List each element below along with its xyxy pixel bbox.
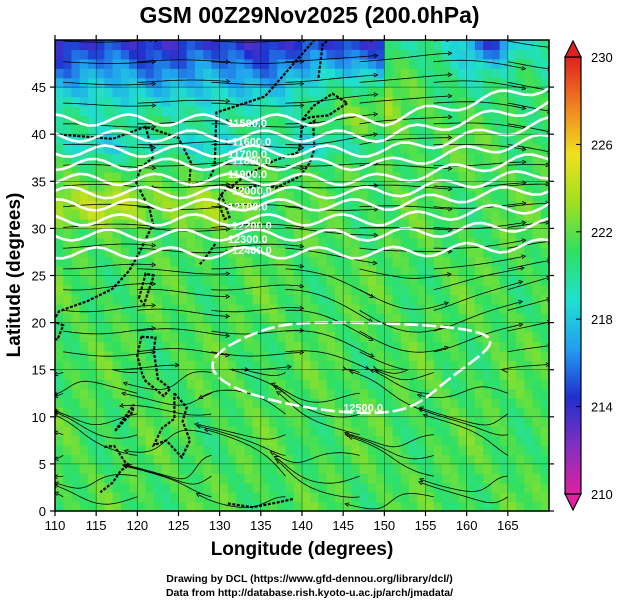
contour-label: 11900.0 bbox=[228, 169, 267, 181]
colorbar-tick-label: 214 bbox=[591, 400, 613, 415]
colorbar-max-arrow bbox=[564, 39, 582, 58]
y-tick-label: 30 bbox=[32, 221, 46, 236]
colorbar-tick-label: 230 bbox=[591, 50, 613, 65]
y-tick-label: 40 bbox=[32, 127, 46, 142]
temperature-field bbox=[55, 40, 550, 512]
contour-label: 12000.0 bbox=[232, 186, 272, 198]
x-tick-label: 145 bbox=[332, 518, 354, 533]
contour-label: 11500.0 bbox=[228, 118, 267, 130]
y-tick-label: 5 bbox=[39, 457, 46, 472]
contour-label: 11600.0 bbox=[232, 136, 271, 148]
wind-streamlines bbox=[55, 40, 549, 510]
credit-dcl: Drawing by DCL (https://www.gfd-dennou.o… bbox=[166, 573, 453, 585]
x-tick-label: 120 bbox=[126, 518, 148, 533]
colorbar-tick-label: 226 bbox=[591, 137, 613, 152]
contour-label: 12100.0 bbox=[228, 202, 268, 214]
x-tick-label: 140 bbox=[291, 518, 313, 533]
y-tick-label: 15 bbox=[32, 363, 46, 378]
colorbar-min-arrow bbox=[564, 493, 582, 512]
x-tick-label: 115 bbox=[86, 518, 107, 533]
x-axis-label: Longitude (degrees) bbox=[211, 539, 394, 560]
x-tick-label: 150 bbox=[373, 518, 395, 533]
x-tick-label: 165 bbox=[497, 518, 519, 533]
contour-label: 12400.0 bbox=[232, 245, 272, 257]
x-tick-label: 110 bbox=[45, 518, 66, 533]
x-axis: 110 115 120 125 130 135 140 145 150 155 160 165 bbox=[45, 35, 519, 533]
colorbar-tick-label: 218 bbox=[591, 312, 613, 327]
contour-label: 12300.0 bbox=[228, 234, 268, 246]
y-tick-label: 35 bbox=[32, 174, 46, 189]
contour-label: 11800.0 bbox=[232, 155, 271, 167]
credit-data-source: Data from http://database.rish.kyoto-u.a… bbox=[165, 587, 454, 599]
y-tick-label: 10 bbox=[32, 410, 46, 425]
y-tick-label: 20 bbox=[32, 316, 46, 331]
x-tick-label: 155 bbox=[415, 518, 437, 533]
y-tick-label: 0 bbox=[39, 504, 46, 519]
y-axis: 0 5 10 15 20 25 30 35 40 45 bbox=[32, 80, 554, 519]
grid-lines bbox=[55, 40, 549, 511]
colorbar-tick-label: 210 bbox=[591, 487, 613, 502]
x-tick-label: 125 bbox=[168, 518, 190, 533]
y-axis-label: Latitude (degrees) bbox=[4, 193, 25, 358]
y-tick-label: 45 bbox=[32, 80, 46, 95]
y-tick-label: 25 bbox=[32, 269, 46, 284]
colorbar-tick-label: 222 bbox=[591, 225, 613, 240]
contour-label: 12500.0 bbox=[343, 402, 383, 414]
chart-title: GSM 00Z29Nov2025 (200.0hPa) bbox=[139, 2, 480, 28]
colorbar: 210 214 218 222 226 230 bbox=[564, 39, 613, 512]
x-tick-label: 130 bbox=[209, 518, 231, 533]
x-tick-label: 160 bbox=[456, 518, 478, 533]
x-tick-label: 135 bbox=[250, 518, 272, 533]
